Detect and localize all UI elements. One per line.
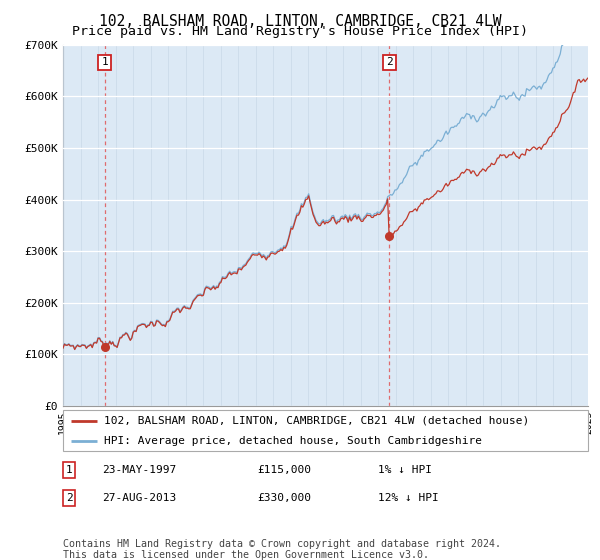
Text: 102, BALSHAM ROAD, LINTON, CAMBRIDGE, CB21 4LW: 102, BALSHAM ROAD, LINTON, CAMBRIDGE, CB… bbox=[99, 14, 501, 29]
Text: Price paid vs. HM Land Registry's House Price Index (HPI): Price paid vs. HM Land Registry's House … bbox=[72, 25, 528, 38]
Text: 23-MAY-1997: 23-MAY-1997 bbox=[103, 465, 176, 475]
Text: £330,000: £330,000 bbox=[257, 493, 311, 503]
Text: 27-AUG-2013: 27-AUG-2013 bbox=[103, 493, 176, 503]
Text: 102, BALSHAM ROAD, LINTON, CAMBRIDGE, CB21 4LW (detached house): 102, BALSHAM ROAD, LINTON, CAMBRIDGE, CB… bbox=[104, 416, 529, 426]
Text: 2: 2 bbox=[386, 57, 393, 67]
Text: HPI: Average price, detached house, South Cambridgeshire: HPI: Average price, detached house, Sout… bbox=[104, 436, 482, 446]
Text: £115,000: £115,000 bbox=[257, 465, 311, 475]
Text: 1: 1 bbox=[66, 465, 73, 475]
Text: Contains HM Land Registry data © Crown copyright and database right 2024.
This d: Contains HM Land Registry data © Crown c… bbox=[63, 539, 501, 560]
Text: 12% ↓ HPI: 12% ↓ HPI bbox=[378, 493, 439, 503]
Text: 2: 2 bbox=[66, 493, 73, 503]
Text: 1% ↓ HPI: 1% ↓ HPI bbox=[378, 465, 432, 475]
Text: 1: 1 bbox=[101, 57, 108, 67]
